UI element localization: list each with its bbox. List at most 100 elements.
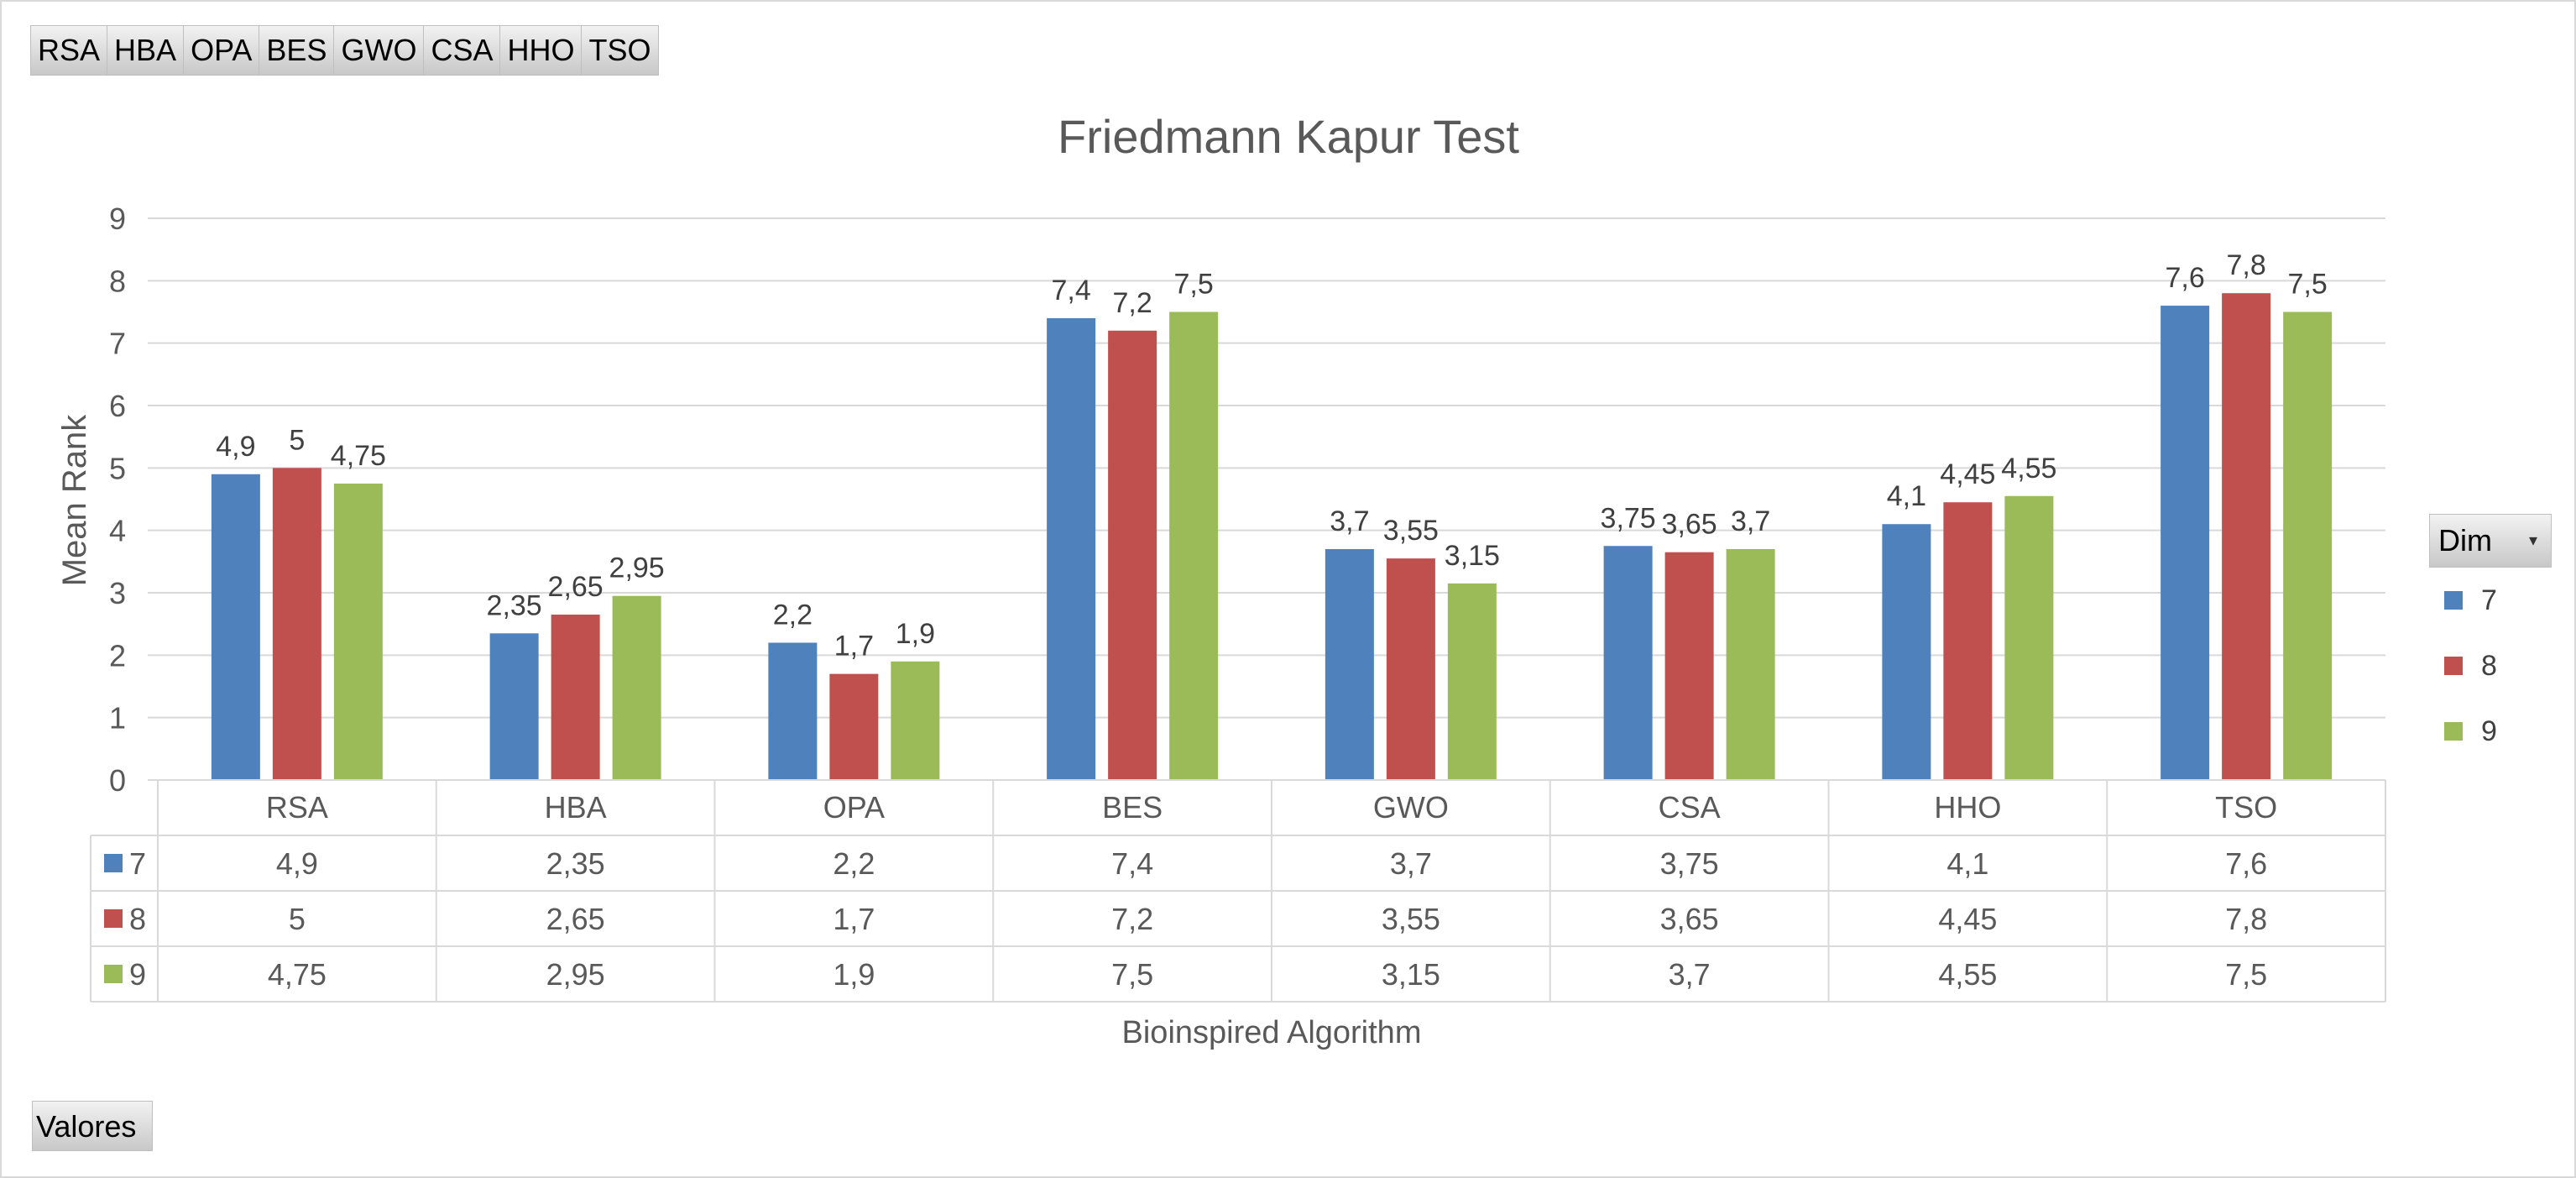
y-tick-label: 3 — [109, 576, 126, 610]
bar-bes-9[interactable] — [1169, 312, 1219, 781]
x-axis-label: Bioinspired Algorithm — [1122, 1015, 1422, 1050]
bar-csa-8[interactable] — [1664, 552, 1714, 780]
x-tick-label: HBA — [545, 790, 607, 825]
table-cell: 5 — [289, 902, 306, 936]
data-label: 3,55 — [1383, 515, 1439, 547]
table-cell: 7,6 — [2225, 846, 2267, 881]
field-button-tso[interactable]: TSO — [588, 33, 651, 67]
bar-hba-8[interactable] — [551, 615, 600, 780]
y-tick-label: 2 — [109, 638, 126, 673]
table-cell: 3,55 — [1382, 902, 1440, 936]
field-button-bes[interactable]: BES — [259, 26, 335, 75]
x-tick-label: TSO — [2215, 790, 2277, 825]
bar-opa-7[interactable] — [768, 642, 818, 780]
data-label: 4,1 — [1887, 480, 1926, 512]
field-button-hba[interactable]: HBA — [107, 26, 185, 75]
bar-bes-7[interactable] — [1047, 317, 1096, 780]
table-legend-key-7 — [104, 854, 123, 872]
table-cell: 1,9 — [833, 957, 875, 992]
data-label: 2,2 — [773, 599, 813, 631]
bar-hba-7[interactable] — [489, 633, 539, 780]
bar-tso-7[interactable] — [2161, 306, 2210, 781]
y-tick-label: 9 — [109, 202, 126, 236]
legend-label-9: 9 — [2481, 715, 2497, 747]
table-cell: 2,35 — [546, 846, 605, 881]
legend-field-button[interactable]: Dim ▾ — [2429, 514, 2552, 568]
bar-rsa-8[interactable] — [272, 468, 321, 780]
bar-rsa-7[interactable] — [211, 474, 260, 780]
table-cell: 3,65 — [1660, 902, 1719, 936]
field-button-gwo[interactable]: GWO — [334, 26, 425, 75]
table-cell: 7,2 — [1111, 902, 1153, 936]
table-cell: 4,9 — [276, 846, 318, 881]
field-button-csa[interactable]: CSA — [424, 26, 501, 75]
bar-csa-9[interactable] — [1726, 548, 1775, 780]
bar-opa-8[interactable] — [829, 673, 879, 780]
data-label: 3,65 — [1662, 509, 1717, 541]
legend-field-label: Dim — [2438, 523, 2492, 558]
data-label: 7,5 — [1173, 269, 1213, 301]
bar-tso-8[interactable] — [2222, 293, 2271, 780]
y-tick-label: 1 — [109, 701, 126, 736]
x-tick-label: OPA — [823, 790, 885, 825]
bar-opa-9[interactable] — [891, 661, 940, 780]
data-label: 7,8 — [2226, 249, 2265, 281]
legend-item-7[interactable]: 7 — [2429, 568, 2552, 633]
table-cell: 4,55 — [1938, 957, 1997, 992]
table-cell: 1,7 — [833, 902, 875, 936]
legend: Dim ▾ 7 8 9 — [2429, 514, 2552, 764]
data-label: 7,4 — [1051, 275, 1090, 306]
bar-hho-9[interactable] — [2004, 495, 2054, 780]
x-tick-label: HHO — [1934, 790, 2001, 825]
table-cell: 7,8 — [2225, 902, 2267, 936]
legend-swatch-7 — [2444, 591, 2463, 610]
y-tick-label: 6 — [109, 389, 126, 423]
chart-title: Friedmann Kapur Test — [1058, 110, 1519, 163]
bar-gwo-9[interactable] — [1447, 583, 1497, 780]
table-legend-key-8 — [104, 909, 123, 928]
bar-bes-8[interactable] — [1108, 330, 1157, 780]
table-cell: 7,5 — [1111, 957, 1153, 992]
field-button-hho[interactable]: HHO — [500, 26, 583, 75]
data-label: 3,7 — [1330, 505, 1369, 537]
bar-hho-8[interactable] — [1943, 502, 1993, 780]
x-tick-label: BES — [1102, 790, 1163, 825]
y-axis-label: Mean Rank — [56, 414, 93, 587]
data-table: RSA HBA OPA BES GWO CSA HHO TSO 7 4,9 2,35 2,2 7,4 3,… — [90, 779, 2386, 1003]
category-field-buttons: RSA HBA OPA BES GWO CSA HHO TSO — [30, 25, 659, 76]
field-button-rsa[interactable]: RSA — [31, 26, 108, 75]
bar-csa-7[interactable] — [1603, 546, 1653, 780]
bar-hho-7[interactable] — [1882, 524, 1931, 780]
table-cell: 3,7 — [1669, 957, 1711, 992]
legend-swatch-9 — [2444, 722, 2463, 741]
bar-gwo-7[interactable] — [1325, 548, 1374, 780]
data-label: 7,2 — [1112, 287, 1152, 319]
table-series-name: 9 — [129, 957, 146, 992]
y-tick-label: 5 — [109, 451, 126, 485]
data-label: 1,9 — [896, 618, 935, 650]
data-label: 4,55 — [2001, 453, 2056, 484]
bar-gwo-8[interactable] — [1386, 558, 1435, 780]
bar-rsa-9[interactable] — [333, 483, 383, 780]
data-label: 5 — [289, 424, 305, 456]
table-cell: 2,65 — [546, 902, 605, 936]
data-label: 3,15 — [1445, 540, 1500, 572]
data-label: 7,5 — [2287, 269, 2327, 301]
bar-tso-9[interactable] — [2283, 312, 2333, 781]
y-tick-label: 0 — [109, 763, 126, 798]
y-tick-label: 4 — [109, 514, 126, 548]
bars: 4,9 5 4,75 2,352,652,95 2,2 1,7 1,9 7,4 7,2 7,5 3,… — [211, 249, 2333, 781]
data-label: 3,7 — [1731, 505, 1770, 537]
field-button-opa[interactable]: OPA — [184, 26, 260, 75]
bar-hba-9[interactable] — [612, 595, 661, 780]
table-cell: 7,4 — [1111, 846, 1153, 881]
values-field-button[interactable]: Valores — [32, 1101, 153, 1151]
x-tick-label: GWO — [1373, 790, 1449, 825]
legend-item-9[interactable]: 9 — [2429, 699, 2552, 764]
x-tick-label: CSA — [1659, 790, 1721, 825]
x-tick-label: RSA — [266, 790, 328, 825]
legend-item-8[interactable]: 8 — [2429, 633, 2552, 699]
table-cell: 3,75 — [1660, 846, 1719, 881]
